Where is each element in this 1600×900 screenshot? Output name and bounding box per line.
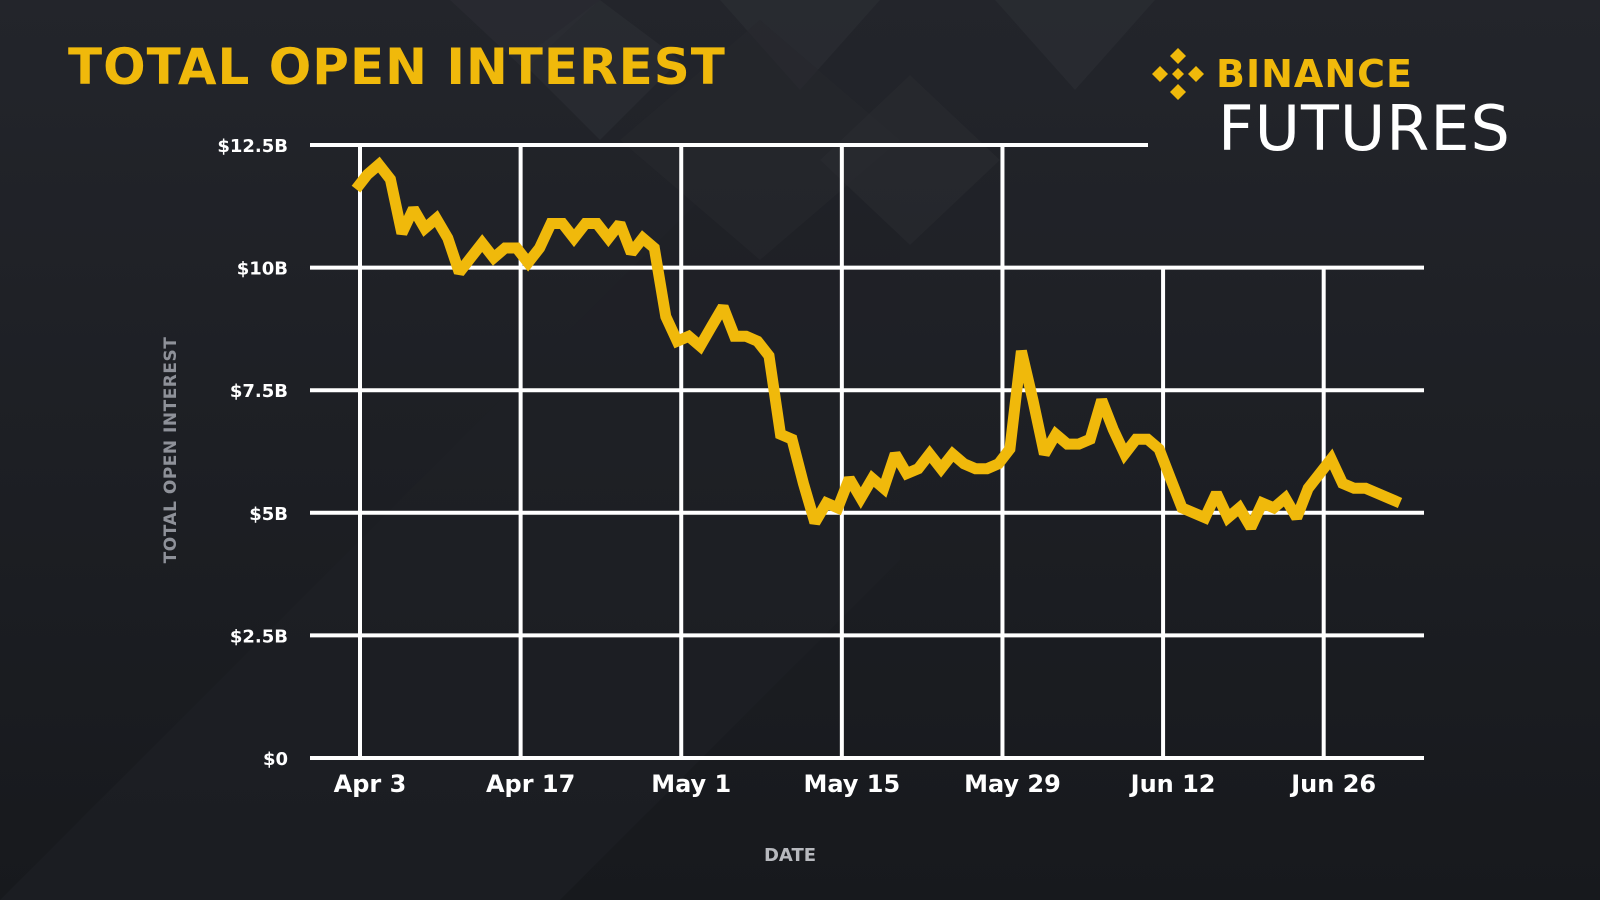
x-tick-label: Jun 12 [1129, 770, 1216, 798]
x-tick-label: May 29 [964, 770, 1061, 798]
chart-title: TOTAL OPEN INTEREST [68, 38, 726, 96]
series-lines [351, 156, 1403, 531]
y-tick-label: $7.5B [230, 381, 288, 402]
x-tick-label: Apr 3 [334, 770, 407, 798]
y-tick-label: $0 [263, 749, 288, 770]
brand-block: BINANCE FUTURES [1148, 44, 1511, 165]
y-tick-label: $10B [237, 259, 288, 280]
x-axis-label: DATE [764, 845, 816, 866]
series-line [351, 156, 1403, 531]
chart-grid [310, 143, 1424, 760]
brand-product: FUTURES [1218, 92, 1511, 165]
binance-diamond-logo-icon [1152, 48, 1204, 100]
y-tick-label: $2.5B [230, 626, 288, 647]
brand-row: BINANCE [1148, 44, 1511, 104]
y-axis-label: TOTAL OPEN INTEREST [161, 337, 181, 564]
x-tick-label: May 1 [651, 770, 731, 798]
x-tick-label: May 15 [803, 770, 900, 798]
x-tick-label: Apr 17 [486, 770, 575, 798]
x-axis-ticks: Apr 3 Apr 17 May 1 May 15 May 29 Jun 12 Jun 26 [334, 770, 1376, 798]
brand-name: BINANCE [1216, 52, 1413, 96]
y-axis-ticks: $0 $2.5B $5B $7.5B $10B $12.5B [217, 136, 288, 770]
x-tick-label: Jun 26 [1289, 770, 1376, 798]
y-tick-label: $5B [249, 504, 288, 525]
y-tick-label: $12.5B [217, 136, 288, 157]
